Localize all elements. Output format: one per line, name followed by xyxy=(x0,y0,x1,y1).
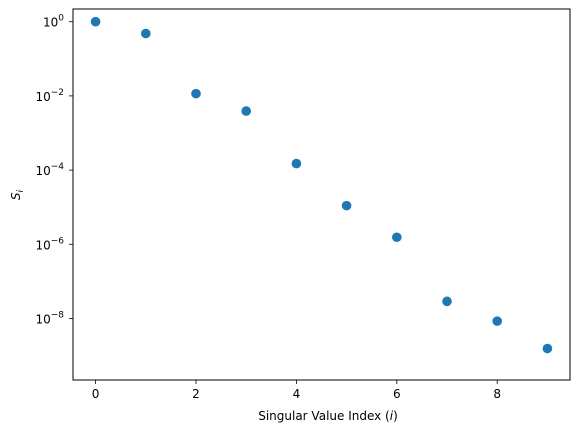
data-point xyxy=(442,296,452,307)
x-axis-label: Singular Value Index (i) xyxy=(258,409,398,423)
data-point xyxy=(140,28,151,39)
y-tick-label: 100 xyxy=(43,14,64,30)
plot-frame xyxy=(72,8,571,381)
data-point xyxy=(191,88,201,99)
data-points xyxy=(90,16,553,354)
data-point xyxy=(291,158,302,169)
data-point xyxy=(341,200,352,211)
data-point xyxy=(90,16,101,27)
x-tick-label: 4 xyxy=(293,387,301,401)
x-tick-label: 0 xyxy=(92,387,100,401)
y-tick-label: 10−2 xyxy=(35,88,64,104)
data-point xyxy=(392,232,402,243)
x-tick-label: 6 xyxy=(393,387,401,401)
y-axis-label: Si xyxy=(9,189,26,200)
data-point xyxy=(492,316,503,326)
data-point xyxy=(542,343,553,354)
y-tick-label: 10−8 xyxy=(35,311,64,327)
x-tick-label: 8 xyxy=(493,387,501,401)
data-point xyxy=(241,106,251,116)
y-tick-label: 10−4 xyxy=(35,162,64,178)
x-tick-label: 2 xyxy=(192,387,200,401)
y-tick-label: 10−6 xyxy=(35,236,64,252)
axis-ticks: 0 2 4 6 8 100 10−2 10−4 10−6 10−8 xyxy=(35,14,501,401)
